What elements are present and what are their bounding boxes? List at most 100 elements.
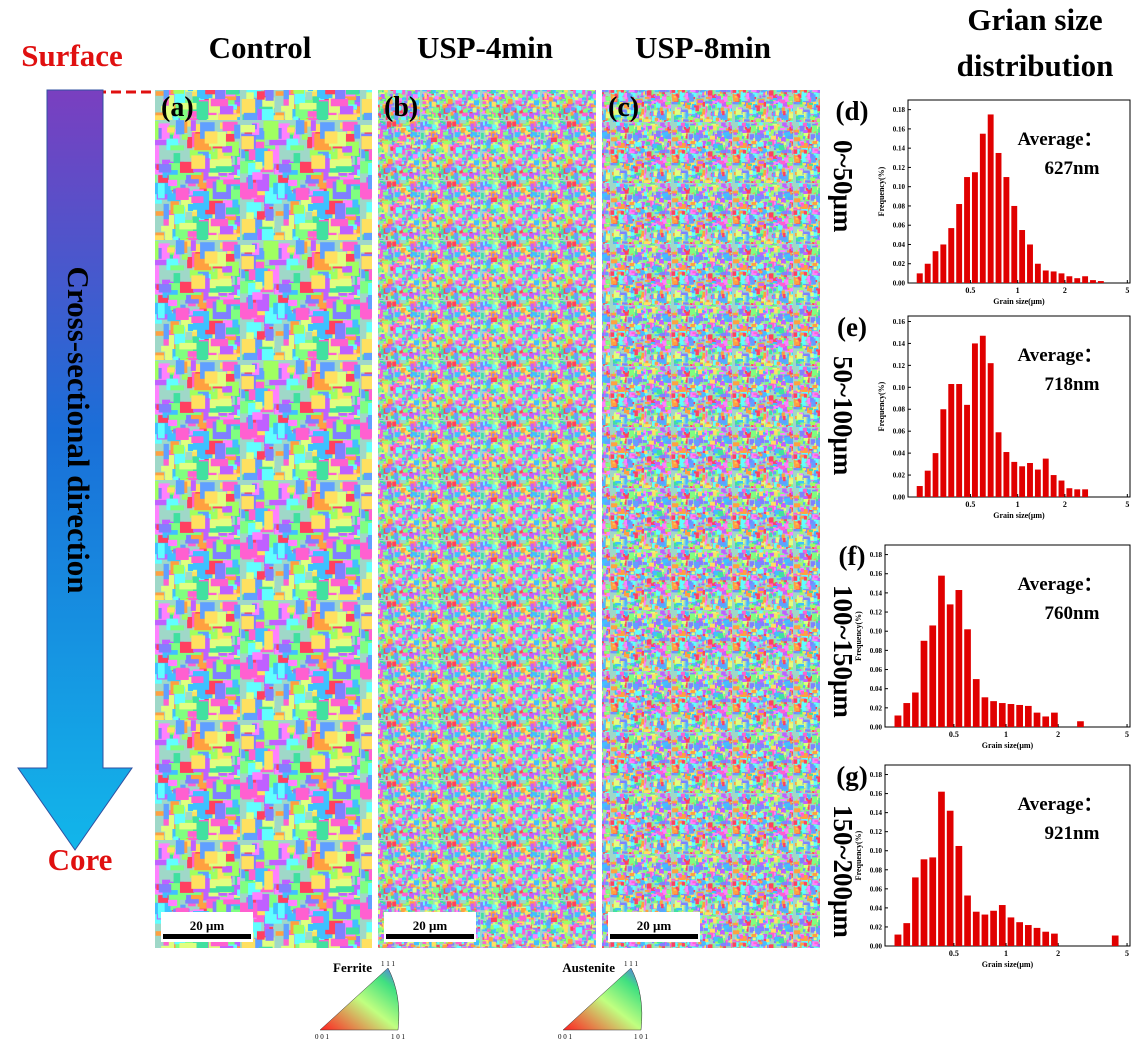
bar [1003, 177, 1010, 283]
bar [1074, 489, 1081, 497]
row-label: 0~50μm [828, 140, 858, 233]
bar [1007, 704, 1015, 727]
x-tick-label: 1 [1004, 949, 1008, 958]
bar [956, 204, 963, 283]
y-tick-label: 0.02 [870, 923, 883, 931]
row-label: 150~200μm [828, 805, 858, 938]
bar [972, 679, 980, 727]
bar [981, 914, 989, 946]
bar [916, 273, 923, 283]
ebsd-map [602, 90, 820, 948]
corner-label: 1 1 1 [624, 960, 639, 968]
x-tick-label: 5 [1125, 949, 1129, 958]
annotation: Average： [1017, 129, 1102, 150]
bar [971, 343, 978, 497]
y-axis-label: Frequency(%) [854, 611, 863, 661]
bar [964, 404, 970, 497]
scale-bar [163, 934, 251, 939]
bar [1027, 462, 1033, 497]
y-axis-label: Frequency(%) [877, 166, 886, 216]
y-tick-label: 0.14 [893, 340, 906, 348]
bar [1033, 927, 1041, 946]
bar [1050, 271, 1057, 283]
bar [929, 857, 937, 946]
corner-label: 0 0 1 [315, 1033, 330, 1040]
bar [932, 453, 939, 497]
histograms: 0.00 0.02 0.04 0.06 0.08 0.10 0.12 0.14 0.16 0.18… [828, 96, 1131, 969]
panel-label: (c) [608, 92, 639, 123]
bar [1042, 270, 1049, 283]
x-tick-label: 5 [1125, 286, 1129, 295]
direction-arrow [17, 89, 133, 851]
y-tick-label: 0.18 [870, 551, 883, 559]
bar [998, 703, 1006, 727]
bar [1042, 716, 1050, 727]
panel-label: (f) [839, 541, 866, 571]
phase-label: Austenite [562, 960, 615, 975]
y-tick-label: 0.16 [870, 790, 883, 798]
scale-bar [386, 934, 474, 939]
bar [1003, 452, 1010, 497]
x-tick-label: 1 [1016, 286, 1020, 295]
bar [1051, 712, 1058, 727]
bar [940, 244, 947, 283]
bar [1024, 705, 1032, 727]
y-tick-label: 0.18 [893, 106, 906, 114]
x-tick-label: 2 [1056, 949, 1060, 958]
bar [948, 384, 955, 497]
bar [979, 335, 986, 497]
y-tick-label: 0.00 [870, 943, 883, 951]
annotation: 718nm [1045, 374, 1100, 395]
x-tick-label: 0.5 [965, 286, 975, 295]
y-tick-label: 0.02 [870, 704, 883, 712]
bar [987, 114, 994, 284]
y-tick-label: 0.16 [893, 125, 906, 133]
y-tick-label: 0.08 [870, 647, 883, 655]
x-tick-label: 0.5 [965, 500, 975, 509]
y-tick-label: 0.16 [870, 570, 883, 578]
scale-bar [610, 934, 698, 939]
core-label: Core [48, 842, 113, 877]
phase-label: Ferrite [333, 960, 372, 975]
column-title: distribution [957, 48, 1114, 83]
bar [1042, 458, 1049, 497]
x-tick-label: 0.5 [949, 949, 959, 958]
y-tick-label: 0.14 [870, 589, 883, 597]
column-title: USP-8min [635, 30, 771, 65]
y-tick-label: 0.12 [893, 362, 906, 370]
bar [964, 629, 971, 727]
ebsd-map [378, 90, 596, 948]
bar [1058, 480, 1065, 497]
x-tick-label: 5 [1125, 730, 1129, 739]
bar [971, 172, 978, 283]
annotation: 627nm [1045, 158, 1100, 179]
bar [955, 845, 963, 946]
bar [1027, 244, 1033, 283]
y-tick-label: 0.08 [893, 406, 906, 414]
annotation: Average： [1017, 345, 1102, 366]
direction-label: Cross-sectional direction [61, 267, 96, 594]
bar [920, 640, 928, 727]
bar [1082, 276, 1089, 283]
x-tick-label: 1 [1004, 730, 1008, 739]
scale-bar-label: 20 μm [190, 918, 225, 933]
bar [1024, 925, 1032, 946]
bar [912, 877, 919, 946]
x-axis-label: Grain size(μm) [982, 960, 1034, 969]
y-tick-label: 0.10 [893, 183, 906, 191]
bar [1033, 712, 1041, 727]
y-tick-label: 0.04 [893, 241, 906, 249]
annotation: Average： [1017, 574, 1102, 595]
y-tick-label: 0.10 [870, 628, 883, 636]
bar [1019, 466, 1026, 497]
x-tick-label: 1 [1016, 500, 1020, 509]
panel-label: (d) [836, 96, 869, 126]
x-tick-label: 2 [1063, 286, 1067, 295]
bar [995, 432, 1002, 497]
bar [929, 625, 937, 727]
y-tick-label: 0.00 [893, 280, 906, 288]
bar [972, 911, 980, 946]
x-tick-label: 0.5 [949, 730, 959, 739]
bar [946, 810, 954, 946]
x-tick-label: 5 [1125, 500, 1129, 509]
